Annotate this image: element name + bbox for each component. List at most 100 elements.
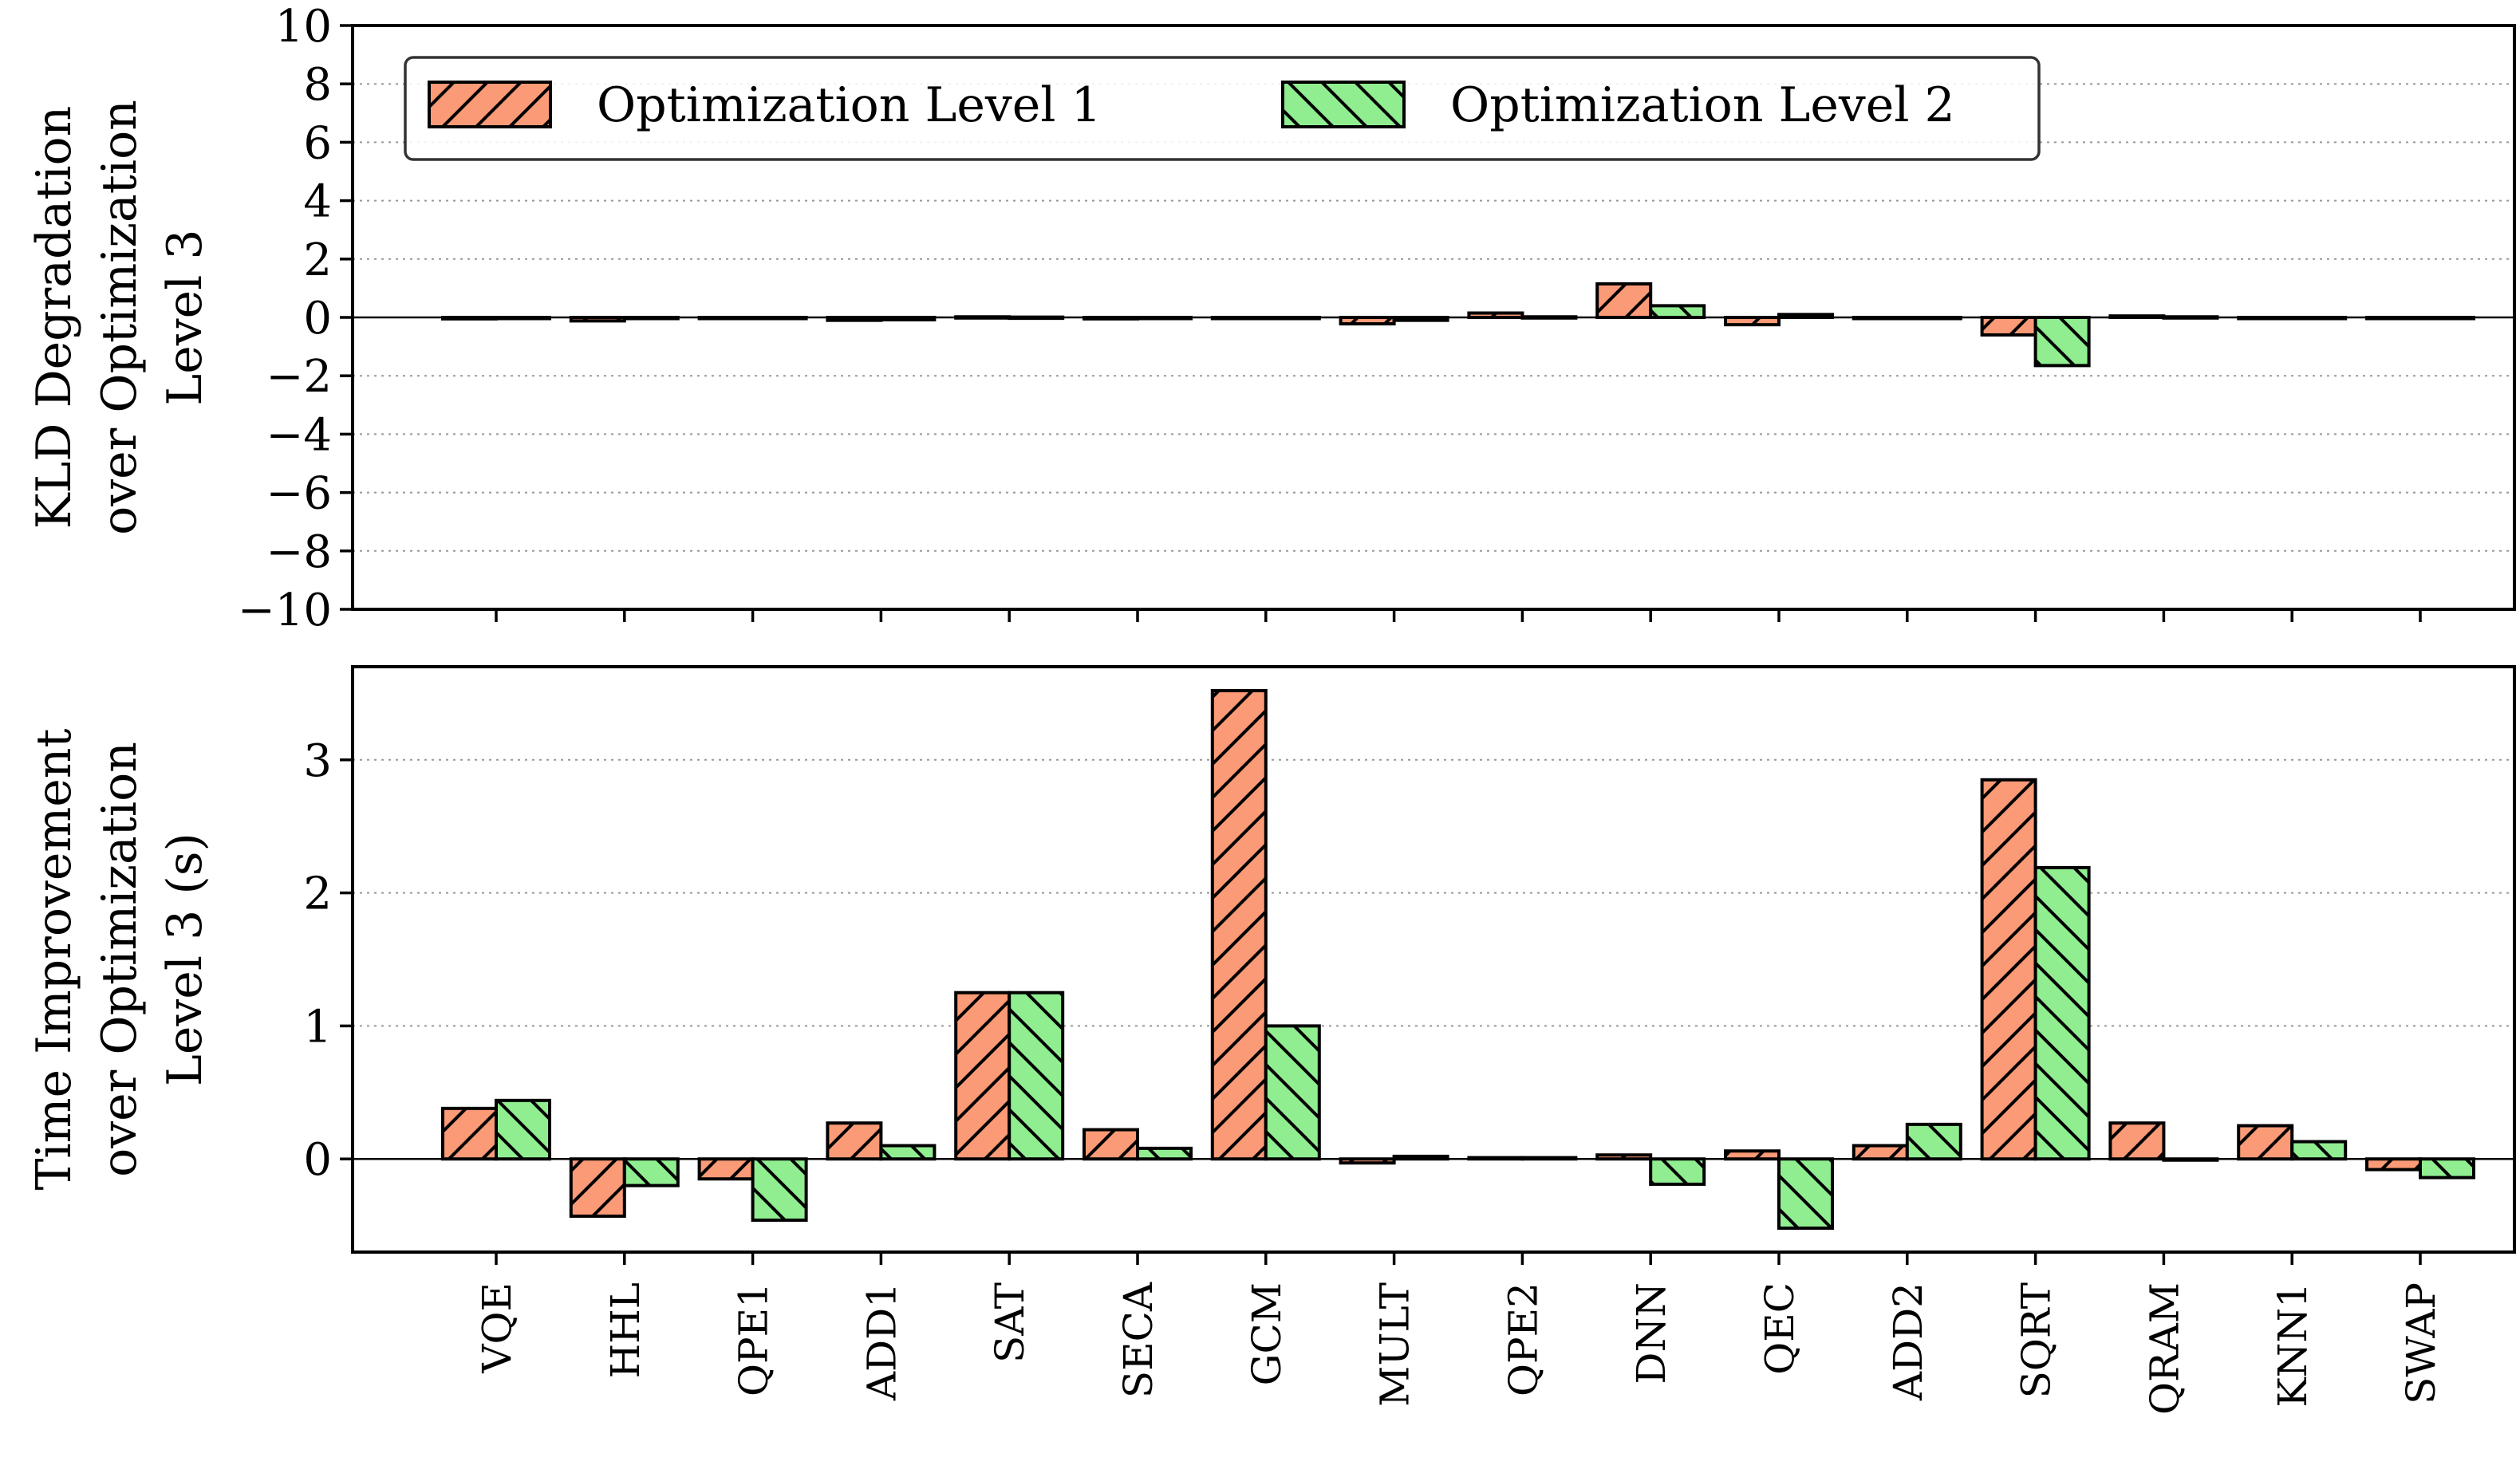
kld-degradation-panel: 10 8 6 4 2 0 −2 −4 −6 −8 −10 KLD Degradation over O…: [26, 1, 2516, 636]
bar-seca-level-2-hatch: [1136, 316, 1193, 321]
y-tick-label: 1: [303, 1001, 332, 1053]
bar-gcm-level-1-hatch: [1210, 316, 1268, 321]
bar-add2-level-1-hatch: [1852, 316, 1909, 321]
legend-box: [404, 56, 2041, 161]
bar-qpe1-level-2-hatch: [751, 1157, 808, 1222]
bar-mult-level-1-hatch: [1339, 1157, 1396, 1165]
bar-qpe2-level-1-hatch: [1467, 1156, 1524, 1161]
y-tick-label: −2: [266, 351, 332, 403]
bar-add1-level-1-hatch: [826, 316, 883, 322]
y-axis-label-line-1: Time Improvement: [26, 728, 82, 1190]
y-tick-label: 6: [303, 117, 332, 169]
bar-dnn-level-2-hatch: [1649, 1157, 1706, 1186]
bar-seca-level-2-hatch: [1136, 1146, 1193, 1161]
bar-add1-level-2-hatch: [879, 1144, 937, 1161]
kld-y-ticks: 10 8 6 4 2 0 −2 −4 −6 −8 −10: [238, 1, 353, 636]
time-bars: [441, 689, 2475, 1230]
bar-sqrt-level-2-hatch: [2033, 316, 2091, 368]
x-tick-label-qec: QEC: [1757, 1282, 1803, 1375]
bar-vqe-level-1-hatch: [441, 1106, 498, 1161]
bar-knn1-level-2-hatch: [2290, 1140, 2348, 1161]
bar-qec-level-1-hatch: [1724, 1149, 1781, 1161]
x-tick-label-gcm: GCM: [1244, 1282, 1290, 1385]
bar-vqe-level-1-hatch: [441, 316, 498, 321]
bar-seca-level-1-hatch: [1083, 316, 1139, 321]
y-tick-label: −10: [238, 585, 332, 636]
bar-qpe1-level-2-hatch: [751, 316, 808, 321]
bar-mult-level-2-hatch: [1392, 1154, 1449, 1161]
kld-x-ticks: [495, 609, 2422, 622]
bar-add1-level-1-hatch: [826, 1121, 883, 1161]
bar-vqe-level-2-hatch: [495, 316, 551, 321]
bar-qpe1-level-1-hatch: [697, 1157, 755, 1181]
x-tick-label-vqe: VQE: [474, 1282, 520, 1374]
x-tick-label-qpe2: QPE2: [1500, 1282, 1546, 1396]
bar-qec-level-2-hatch: [1777, 1157, 1834, 1230]
y-tick-label: 4: [303, 176, 332, 228]
y-axis-label-line-2: over Optimization: [92, 100, 148, 535]
y-tick-label: 0: [303, 1134, 332, 1186]
bar-sqrt-level-1-hatch: [1980, 778, 2037, 1161]
time-plot-frame: [351, 665, 2516, 1254]
bar-hhl-level-2-hatch: [622, 316, 680, 321]
x-tick-label-qpe1: QPE1: [731, 1282, 777, 1396]
bar-hhl-level-1-hatch: [569, 316, 626, 323]
y-tick-label: −8: [266, 526, 332, 578]
bar-add2-level-2-hatch: [1905, 316, 1962, 321]
bar-knn1-level-1-hatch: [2237, 316, 2294, 321]
x-tick-label-seca: SECA: [1115, 1282, 1161, 1398]
bar-dnn-level-1-hatch: [1595, 1153, 1653, 1161]
bar-hhl-level-1-hatch: [569, 1157, 626, 1218]
bar-sqrt-level-1-hatch: [1980, 316, 2037, 337]
kld-y-axis-label: KLD Degradation over Optimization Level 3: [26, 100, 213, 535]
x-tick-label-dnn: DNN: [1628, 1282, 1674, 1384]
bar-qram-level-2-hatch: [2162, 1157, 2219, 1162]
time-grid: [353, 758, 2514, 1160]
y-tick-label: 2: [303, 868, 332, 920]
bar-add1-level-2-hatch: [879, 316, 937, 321]
x-tick-label-hhl: HHL: [602, 1282, 649, 1378]
legend-swatch-hatch-level-2: [1281, 81, 1406, 128]
y-tick-label: 3: [303, 735, 332, 787]
bar-qec-level-2-hatch: [1777, 313, 1834, 319]
x-tick-label-sqrt: SQRT: [2013, 1282, 2060, 1398]
bar-qpe2-level-2-hatch: [1520, 1156, 1578, 1161]
time-x-ticks: VQE HHL QPE1 ADD1 SAT SECA GCM MULT QPE2 DNN QEC AD…: [474, 1252, 2444, 1415]
bar-qec-level-1-hatch: [1724, 316, 1781, 327]
bar-mult-level-2-hatch: [1392, 316, 1449, 322]
y-axis-label-line-1: KLD Degradation: [26, 106, 82, 530]
y-tick-label: 0: [303, 293, 332, 345]
bar-sat-level-2-hatch: [1008, 991, 1065, 1161]
bar-gcm-level-2-hatch: [1264, 316, 1321, 321]
bar-swap-level-1-hatch: [2365, 316, 2422, 321]
y-axis-label-line-3: Level 3: [157, 229, 213, 405]
y-tick-label: −4: [266, 409, 332, 461]
time-improvement-panel: 0 1 2 3 VQE HHL QPE1 ADD1 SAT SECA GCM MULT QPE2 DNN…: [26, 665, 2516, 1415]
bar-qpe1-level-1-hatch: [697, 316, 755, 321]
legend: Optimization Level 1 Optimization Level 2: [404, 56, 2041, 161]
x-tick-label-swap: SWAP: [2398, 1282, 2444, 1404]
bar-sat-level-1-hatch: [954, 315, 1012, 320]
legend-label-level-1: Optimization Level 1: [597, 77, 1102, 133]
bar-dnn-level-1-hatch: [1595, 282, 1653, 320]
bar-add2-level-2-hatch: [1905, 1122, 1962, 1161]
y-tick-label: 8: [303, 59, 332, 111]
x-tick-label-qram: QRAM: [2141, 1282, 2187, 1415]
bar-vqe-level-2-hatch: [495, 1098, 551, 1161]
x-tick-label-add2: ADD2: [1885, 1282, 1931, 1401]
bar-swap-level-2-hatch: [2419, 1157, 2475, 1180]
x-tick-label-sat: SAT: [987, 1282, 1033, 1363]
bar-swap-level-2-hatch: [2419, 316, 2475, 321]
bar-swap-level-1-hatch: [2365, 1157, 2422, 1172]
bar-dnn-level-2-hatch: [1649, 304, 1706, 319]
bar-sat-level-1-hatch: [954, 991, 1012, 1161]
bar-qpe2-level-2-hatch: [1520, 315, 1578, 320]
bar-qram-level-1-hatch: [2108, 314, 2166, 320]
bar-sat-level-2-hatch: [1008, 315, 1065, 321]
x-tick-label-mult: MULT: [1372, 1282, 1418, 1407]
x-tick-label-add1: ADD1: [858, 1282, 905, 1401]
y-axis-label-line-3: Level 3 (s): [157, 833, 213, 1086]
kld-plot-frame: [351, 24, 2516, 611]
bar-qram-level-1-hatch: [2108, 1121, 2166, 1161]
